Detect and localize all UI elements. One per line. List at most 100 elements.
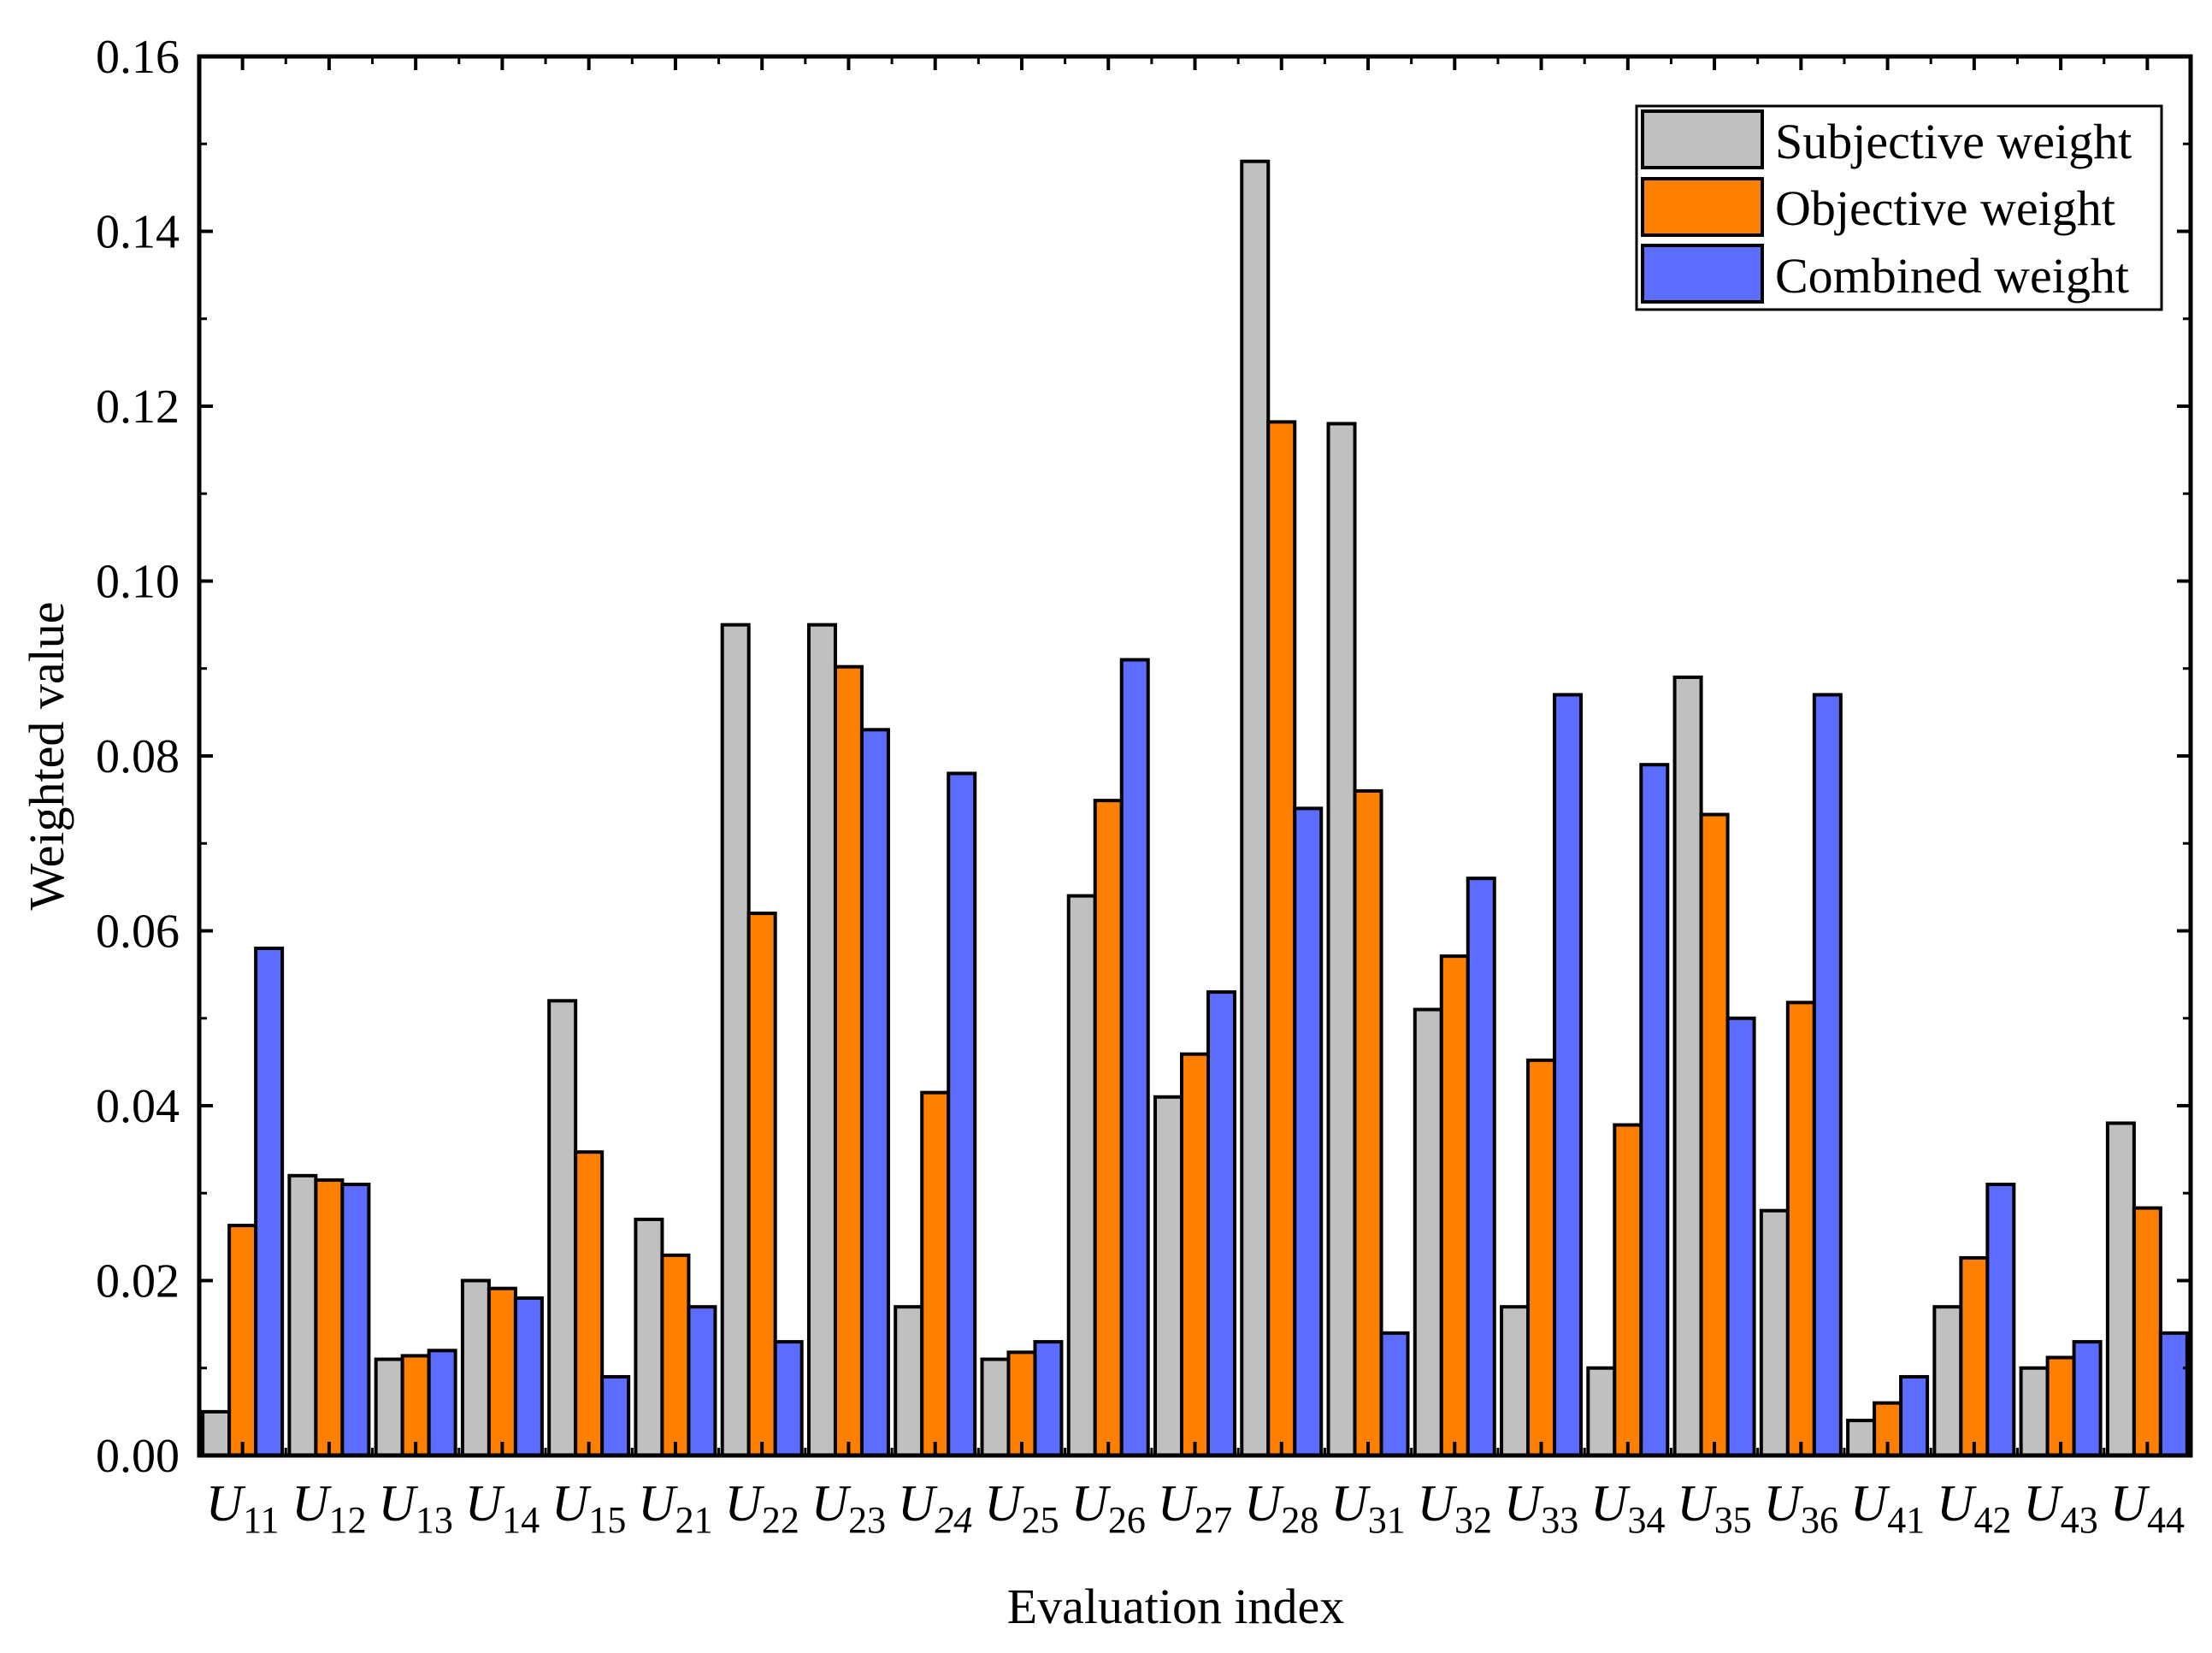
bar-combined-42 xyxy=(1985,1183,2016,1458)
bar-combined-23 xyxy=(859,728,890,1457)
bar-subjective-27 xyxy=(1153,1095,1183,1458)
bar-subjective-21 xyxy=(634,1217,664,1458)
x-tick-label: U11 xyxy=(206,1475,280,1541)
bar-subjective-28 xyxy=(1240,159,1271,1458)
bar-objective-34 xyxy=(1613,1123,1643,1457)
bar-objective-11 xyxy=(227,1224,258,1457)
bar-combined-21 xyxy=(687,1305,717,1458)
bar-objective-44 xyxy=(2132,1206,2162,1457)
y-tick-label: 0.14 xyxy=(96,206,180,259)
bar-subjective-24 xyxy=(894,1305,924,1458)
legend-swatch-subjective xyxy=(1641,109,1764,169)
bar-subjective-26 xyxy=(1066,894,1097,1457)
bar-objective-42 xyxy=(1959,1255,1990,1458)
x-tick-label: U14 xyxy=(465,1475,540,1541)
bar-objective-15 xyxy=(574,1150,605,1457)
x-tick-label: U25 xyxy=(984,1475,1059,1541)
bar-objective-22 xyxy=(746,912,777,1458)
x-tick-label: U43 xyxy=(2023,1475,2097,1541)
bar-subjective-36 xyxy=(1759,1208,1790,1457)
legend-label-combined: Combined weight xyxy=(1775,248,2129,304)
bar-subjective-23 xyxy=(806,623,837,1458)
ticks-layer xyxy=(199,55,2191,1457)
bar-objective-43 xyxy=(2045,1355,2076,1457)
x-tick-label: U24 xyxy=(898,1475,972,1541)
y-tick-label: 0.02 xyxy=(96,1255,180,1308)
bar-combined-22 xyxy=(773,1340,804,1457)
bar-objective-13 xyxy=(400,1354,431,1458)
bar-combined-15 xyxy=(600,1374,631,1457)
bar-subjective-12 xyxy=(287,1173,318,1458)
bar-subjective-32 xyxy=(1413,1007,1443,1457)
bar-subjective-43 xyxy=(2019,1366,2050,1457)
bar-combined-31 xyxy=(1379,1331,1410,1457)
y-tick-label: 0.06 xyxy=(96,906,180,959)
x-tick-label: U44 xyxy=(2110,1475,2185,1541)
bar-objective-21 xyxy=(660,1253,691,1457)
y-tick-label: 0.08 xyxy=(96,730,180,783)
x-tick-label: U31 xyxy=(1330,1475,1405,1541)
x-tick-label: U36 xyxy=(1764,1475,1838,1541)
bar-objective-32 xyxy=(1439,954,1470,1457)
bar-objective-25 xyxy=(1006,1350,1037,1457)
y-tick-labels: 0.00 0.02 0.04 0.06 0.08 0.10 0.12 0.14 0.16 xyxy=(96,31,180,1483)
bar-combined-27 xyxy=(1206,990,1236,1457)
x-tick-label: U27 xyxy=(1158,1475,1232,1541)
x-tick-label: U21 xyxy=(638,1475,712,1541)
x-tick-label: U33 xyxy=(1504,1475,1578,1541)
bar-subjective-41 xyxy=(1846,1419,1877,1457)
x-tick-label: U34 xyxy=(1590,1475,1665,1541)
bar-subjective-25 xyxy=(980,1357,1011,1458)
bar-combined-43 xyxy=(2072,1340,2103,1457)
bar-combined-24 xyxy=(947,771,977,1457)
bar-combined-34 xyxy=(1639,763,1670,1457)
bar-subjective-35 xyxy=(1672,675,1703,1457)
bar-subjective-14 xyxy=(460,1278,491,1457)
bar-combined-26 xyxy=(1119,658,1150,1457)
bar-combined-28 xyxy=(1293,806,1324,1457)
bar-combined-13 xyxy=(427,1349,457,1458)
x-tick-label: U13 xyxy=(378,1475,452,1541)
bar-subjective-42 xyxy=(1932,1305,1963,1458)
x-tick-labels: U11 U12 U13 U14 U15 U21 U22 U23 U24 U25 U26 U27 U28 U… xyxy=(206,1475,2185,1541)
bar-subjective-22 xyxy=(720,623,751,1458)
bar-subjective-44 xyxy=(2105,1121,2136,1457)
bar-objective-14 xyxy=(487,1286,517,1457)
bar-objective-33 xyxy=(1526,1058,1557,1457)
y-axis-title: Weighted value xyxy=(19,602,74,911)
bar-combined-44 xyxy=(2158,1331,2189,1457)
bar-combined-25 xyxy=(1033,1340,1064,1457)
bar-combined-32 xyxy=(1466,877,1496,1457)
bar-subjective-15 xyxy=(547,999,578,1458)
bar-subjective-33 xyxy=(1500,1305,1531,1458)
bar-objective-26 xyxy=(1093,799,1124,1457)
bar-subjective-34 xyxy=(1586,1366,1617,1457)
x-tick-label: U42 xyxy=(1937,1475,2011,1541)
x-tick-label: U28 xyxy=(1244,1475,1318,1541)
x-tick-label: U32 xyxy=(1418,1475,1492,1541)
y-tick-label: 0.10 xyxy=(96,556,180,609)
x-tick-label: U15 xyxy=(552,1475,626,1541)
bar-subjective-11 xyxy=(201,1409,232,1458)
legend-swatch-combined xyxy=(1641,244,1764,304)
x-tick-label: U12 xyxy=(292,1475,366,1541)
bar-combined-41 xyxy=(1899,1374,1930,1457)
bar-subjective-13 xyxy=(374,1357,404,1458)
x-axis-title: Evaluation index xyxy=(1007,1579,1345,1634)
y-tick-label: 0.12 xyxy=(96,381,180,434)
bar-objective-31 xyxy=(1353,788,1383,1457)
bar-combined-12 xyxy=(340,1183,371,1458)
x-tick-label: U23 xyxy=(811,1475,886,1541)
bar-objective-36 xyxy=(1785,1001,1816,1457)
legend-swatch-objective xyxy=(1641,177,1764,237)
y-tick-label: 0.00 xyxy=(96,1430,180,1483)
bar-objective-27 xyxy=(1180,1052,1210,1458)
bar-objective-12 xyxy=(314,1178,345,1458)
x-tick-label: U26 xyxy=(1071,1475,1146,1541)
bar-objective-24 xyxy=(920,1090,951,1458)
x-tick-label: U35 xyxy=(1677,1475,1751,1541)
bars-layer xyxy=(201,159,2189,1458)
bar-combined-36 xyxy=(1812,693,1843,1457)
x-tick-label: U41 xyxy=(1850,1475,1925,1541)
